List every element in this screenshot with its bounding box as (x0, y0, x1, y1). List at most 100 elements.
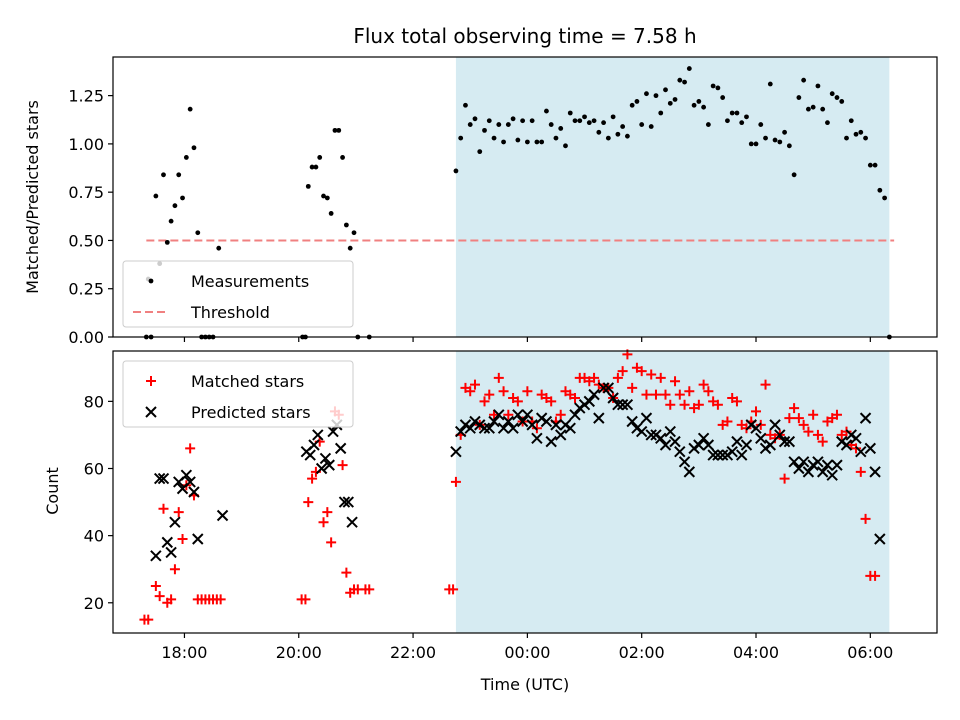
measurement-point (867, 162, 873, 168)
predicted-star-point (593, 412, 605, 424)
y-tick-label: 60 (84, 460, 104, 479)
matched-star-point (808, 409, 819, 420)
matched-star-point (555, 409, 566, 420)
predicted-star-point (750, 422, 762, 434)
predicted-star-point (521, 409, 534, 421)
matched-star-point (860, 513, 871, 524)
matched-star-point (341, 567, 352, 578)
matched-star-point (522, 386, 533, 397)
measurement-point (701, 104, 707, 110)
predicted-star-point (797, 456, 810, 468)
measurement-point (164, 239, 170, 245)
matched-star-point (627, 382, 638, 393)
predicted-star-point (712, 449, 724, 461)
predicted-star-point (616, 399, 629, 411)
measurement-point (324, 195, 330, 201)
matched-star-point (493, 372, 504, 383)
predicted-star-point (327, 425, 339, 438)
measurement-point (615, 131, 621, 137)
measurement-point (863, 135, 868, 141)
measurement-point (176, 172, 182, 178)
measurement-point (195, 230, 201, 236)
measurement-point (777, 139, 783, 145)
matched-star-point (798, 419, 809, 430)
measurement-point (658, 110, 664, 116)
measurement-point (801, 77, 807, 83)
matched-star-point (679, 399, 690, 410)
measurement-point (491, 135, 497, 141)
predicted-star-point (664, 425, 676, 438)
predicted-star-point (716, 449, 729, 461)
measurement-point (321, 193, 326, 199)
measurement-point (805, 106, 811, 112)
predicted-star-point (683, 466, 696, 478)
measurement-point (725, 118, 730, 124)
measurement-point (782, 129, 787, 135)
x-tick-label: 04:00 (733, 643, 779, 662)
measurement-point (763, 135, 768, 141)
measurement-point (472, 116, 478, 122)
matched-star-point (589, 372, 600, 383)
predicted-star-point (493, 409, 505, 421)
matched-star-point (154, 591, 165, 602)
measurement-point (767, 81, 773, 87)
measurement-point (168, 218, 174, 224)
predicted-star-point (564, 422, 576, 434)
matched-star-point (318, 517, 329, 528)
predicted-star-point (150, 550, 162, 562)
y-tick-label: 20 (84, 594, 104, 613)
predicted-star-point (454, 425, 467, 438)
matched-star-point (650, 389, 661, 400)
measurement-point (663, 87, 668, 93)
plot-frame (112, 350, 938, 634)
measurement-point (610, 114, 616, 120)
matched-star-point (484, 389, 495, 400)
measurement-point (858, 129, 864, 135)
measurement-point (815, 83, 821, 89)
legend-marker (145, 406, 157, 418)
shaded-span (455, 57, 890, 337)
matched-star-point (479, 396, 490, 407)
predicted-star-point (731, 435, 743, 448)
measurement-point (458, 135, 464, 141)
predicted-star-point (512, 409, 524, 421)
matched-star-point (143, 614, 154, 625)
measurement-point (534, 139, 540, 145)
plot-frame (112, 56, 938, 338)
measurement-point (620, 124, 626, 129)
matched-star-point (465, 386, 476, 397)
measurement-point (515, 137, 521, 143)
predicted-star-point (304, 449, 316, 461)
matched-star-point (450, 476, 461, 487)
measurement-point (529, 118, 535, 124)
measurement-point (305, 183, 311, 189)
predicted-star-point (726, 446, 738, 458)
matched-star-point (173, 507, 184, 518)
matched-star-point (789, 403, 800, 414)
predicted-star-point (153, 472, 166, 485)
matched-star-point (684, 386, 695, 397)
matched-star-point (722, 416, 733, 427)
predicted-star-point (755, 432, 767, 444)
measurement-point (501, 139, 506, 145)
predicted-star-point (188, 486, 200, 498)
predicted-star-point (612, 399, 624, 411)
measurement-point (180, 195, 185, 201)
measurement-point (563, 143, 568, 149)
measurement-point (848, 118, 854, 124)
matched-star-point (784, 413, 795, 424)
predicted-star-point (793, 462, 805, 475)
matched-star-point (169, 564, 180, 575)
legend-label: Threshold (190, 303, 270, 322)
predicted-star-point (597, 382, 610, 394)
y-tick-label: 1.25 (68, 87, 104, 106)
predicted-star-point (334, 442, 347, 455)
predicted-star-point (161, 536, 174, 549)
measurement-point (625, 133, 630, 139)
predicted-star-point (192, 533, 204, 545)
measurement-point (596, 129, 602, 135)
measurement-point (825, 120, 830, 126)
predicted-star-point (478, 422, 491, 434)
measurement-point (477, 149, 483, 155)
